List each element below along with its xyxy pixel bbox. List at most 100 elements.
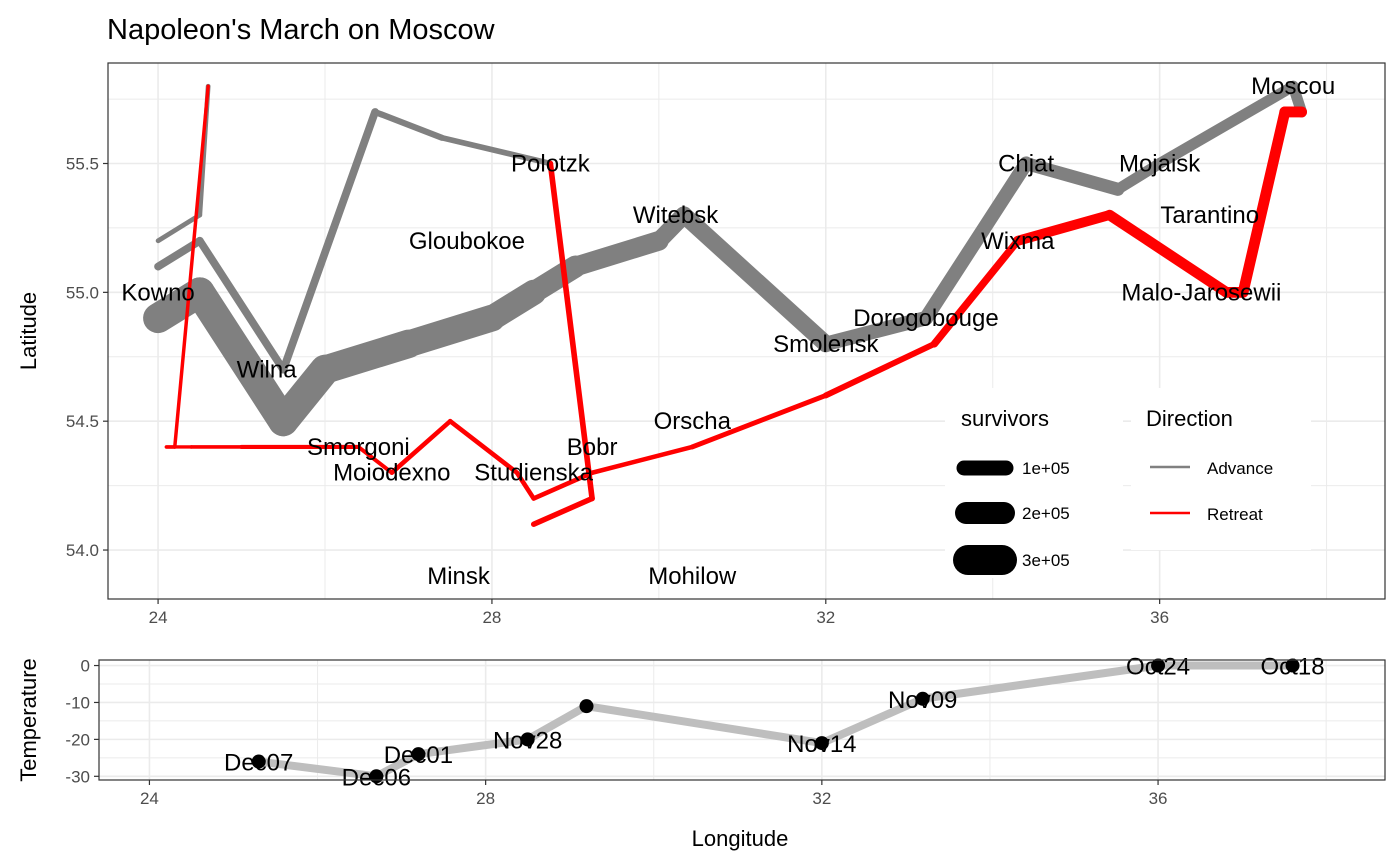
city-label: Chjat (998, 151, 1054, 178)
retreat-path-segment (689, 392, 829, 450)
city-label: Minsk (427, 563, 491, 590)
city-label: Moscou (1251, 73, 1335, 100)
city-label: Gloubokoe (409, 228, 525, 255)
retreat-path-segment (173, 84, 210, 449)
map-y-axis: 54.0 54.5 55.0 55.5 (66, 155, 108, 560)
temperature-y-tick-label: -30 (65, 767, 90, 786)
map-panel-border (107, 62, 1386, 600)
temperature-point (411, 747, 426, 762)
temperature-date-label: Nov09 (888, 687, 957, 714)
map-x-axis: 24 28 32 36 (149, 599, 1169, 627)
advance-path-segment (310, 329, 423, 384)
city-label: Moiodexno (333, 460, 450, 487)
temperature-x-tick-label: 24 (140, 789, 159, 808)
city-label: Smolensk (773, 331, 879, 358)
advance-path-segment (1154, 80, 1299, 169)
troop-paths (143, 80, 1308, 527)
advance-path-segment (155, 212, 203, 244)
advance-path-segment (918, 156, 1034, 326)
temperature-point (814, 736, 829, 751)
map-y-axis-title: Latitude (16, 292, 41, 370)
temperature-y-axis: 0 -10 -20 -30 (65, 657, 99, 786)
temperature-plot-background (99, 660, 1385, 780)
advance-path-segment (675, 206, 835, 353)
retreat-legend-label: Retreat (1207, 505, 1263, 524)
temperature-date-label: Nov28 (493, 727, 562, 754)
advance-path-segment (184, 277, 299, 437)
city-label: Tarantino (1160, 202, 1259, 229)
temperature-x-axis: 24 28 32 36 (140, 780, 1168, 808)
city-label: Wixma (981, 228, 1055, 255)
map-y-tick-label: 54.0 (66, 541, 99, 560)
advance-legend-label: Advance (1207, 459, 1273, 478)
map-y-tick-label: 55.5 (66, 155, 99, 174)
city-label: Polotzk (511, 151, 591, 178)
temperature-x-tick-label: 36 (1149, 789, 1168, 808)
retreat-path-segment (531, 470, 595, 501)
survivors-legend-title: survivors (961, 406, 1049, 431)
temperature-panel-border (98, 659, 1386, 781)
city-label: Witebsk (633, 202, 719, 229)
temperature-y-tick-label: -20 (65, 730, 90, 749)
advance-path-segment (395, 304, 506, 358)
retreat-path-segment (1237, 106, 1291, 298)
temperature-point (915, 691, 930, 706)
temperature-point (579, 699, 594, 714)
retreat-path-segment (547, 160, 595, 502)
map-x-tick-label: 28 (482, 608, 501, 627)
city-label: Smorgoni (307, 434, 410, 461)
advance-path-segment (1112, 158, 1166, 195)
retreat-path-segment (356, 444, 394, 475)
x-axis-title: Longitude (692, 826, 789, 851)
map-x-tick-label: 24 (149, 608, 168, 627)
temperature-point (1285, 658, 1300, 673)
retreat-path-segment (514, 470, 536, 501)
direction-legend-title: Direction (1146, 406, 1233, 431)
city-label: Studienska (474, 460, 593, 487)
map-x-tick-label: 36 (1150, 608, 1169, 627)
retreat-path-segment (389, 418, 453, 476)
temperature-y-tick-label: 0 (81, 657, 90, 676)
retreat-path-segment (589, 444, 695, 476)
city-label: Bobr (567, 434, 618, 461)
temperature-date-label: Oct24 (1126, 654, 1190, 681)
chart-title: Napoleon's March on Moscow (107, 14, 496, 46)
advance-path-segment (195, 236, 288, 374)
temperature-x-tick-label: 28 (476, 789, 495, 808)
legend: survivors Direction 1e+05 2e+05 3e+05 Ad… (945, 388, 1311, 578)
map-x-tick-label: 32 (816, 608, 835, 627)
advance-path-segment (279, 108, 379, 374)
city-label: Malo-Jarosewii (1121, 279, 1281, 306)
temperature-date-label: Nov14 (787, 731, 856, 758)
retreat-path-segment (930, 237, 1022, 348)
survivors-legend-label-1: 1e+05 (1022, 459, 1070, 478)
map-y-tick-label: 54.5 (66, 412, 99, 431)
temperature-date-label: Dec06 (342, 764, 411, 791)
city-label: Mojaisk (1119, 151, 1201, 178)
city-label: Mohilow (648, 563, 737, 590)
city-label: Kowno (121, 279, 194, 306)
temperature-date-label: Dec01 (384, 742, 453, 769)
advance-path-segment (371, 108, 445, 141)
advance-path-segment (1019, 156, 1125, 196)
temperature-x-tick-label: 32 (812, 789, 831, 808)
survivors-legend-label-3: 3e+05 (1022, 551, 1070, 570)
temperature-point (251, 754, 266, 769)
temperature-date-label: Dec07 (224, 750, 293, 777)
retreat-path-segment (530, 495, 595, 527)
retreat-path-segment (1012, 210, 1115, 246)
city-label: Dorogobouge (853, 305, 998, 332)
temperature-point (1151, 658, 1166, 673)
temperature-point (520, 732, 535, 747)
retreat-path-segment (1104, 209, 1232, 298)
temperature-grid (99, 660, 1385, 780)
retreat-path-segment (822, 340, 938, 399)
city-label: Wilna (237, 357, 298, 384)
temperature-date-label: Oct18 (1261, 654, 1325, 681)
advance-path-segment (439, 134, 554, 167)
